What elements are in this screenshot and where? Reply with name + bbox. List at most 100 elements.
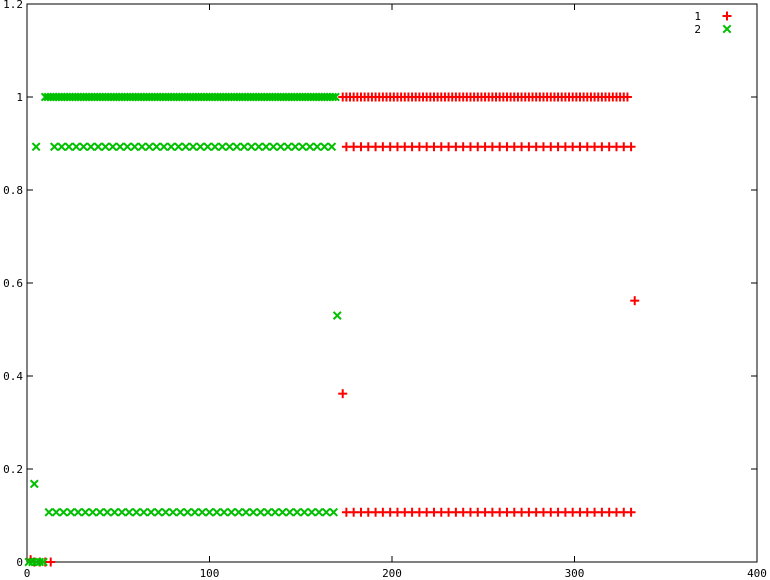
- y-tick-label: 0.6: [3, 277, 23, 290]
- data-point: [64, 142, 74, 152]
- data-point: [480, 507, 490, 517]
- data-point: [517, 507, 527, 517]
- data-point: [444, 507, 454, 517]
- data-point: [630, 296, 640, 306]
- data-point: [59, 507, 68, 517]
- data-point: [181, 142, 191, 152]
- x-tick-label: 100: [200, 567, 220, 580]
- data-point: [590, 142, 600, 152]
- data-point: [626, 507, 636, 517]
- data-point: [46, 557, 56, 567]
- data-point: [371, 507, 381, 517]
- data-point: [321, 507, 331, 517]
- data-point: [210, 142, 220, 152]
- data-point: [575, 507, 585, 517]
- data-point: [95, 507, 105, 517]
- data-point: [568, 142, 578, 152]
- data-point: [232, 142, 242, 152]
- data-point: [568, 507, 578, 517]
- data-point: [101, 142, 110, 152]
- data-point: [327, 142, 337, 152]
- data-point: [553, 507, 563, 517]
- data-point: [144, 142, 154, 152]
- data-point: [590, 507, 600, 517]
- data-point: [80, 507, 90, 517]
- data-point: [487, 507, 497, 517]
- data-point: [341, 507, 351, 517]
- plot-frame: [26, 3, 758, 563]
- data-point: [444, 142, 454, 152]
- data-point: [153, 507, 163, 517]
- data-point: [451, 507, 461, 517]
- data-point: [538, 142, 548, 152]
- data-point: [283, 142, 293, 152]
- data-point: [276, 142, 286, 152]
- data-point: [392, 507, 402, 517]
- data-point: [217, 142, 227, 152]
- data-point: [292, 507, 302, 517]
- data-point: [226, 507, 236, 517]
- data-point: [349, 507, 359, 517]
- data-point: [152, 142, 161, 152]
- data-point: [188, 142, 198, 152]
- data-point: [205, 507, 214, 517]
- legend-label: 2: [694, 23, 701, 36]
- data-point: [44, 507, 54, 517]
- data-point: [363, 142, 373, 152]
- data-point: [407, 507, 417, 517]
- data-point: [517, 142, 527, 152]
- data-point: [305, 142, 315, 152]
- series-1: [26, 92, 640, 567]
- data-point: [132, 507, 141, 517]
- data-point: [290, 142, 300, 152]
- y-tick-label: 0: [16, 556, 23, 569]
- data-point: [285, 507, 295, 517]
- data-point: [509, 142, 519, 152]
- data-point: [31, 142, 41, 152]
- legend-label: 1: [694, 10, 701, 23]
- data-point: [611, 142, 621, 152]
- data-point: [51, 507, 61, 517]
- data-point: [190, 507, 200, 517]
- data-point: [248, 507, 258, 517]
- y-tick-label: 0.8: [3, 184, 23, 197]
- data-point: [429, 507, 439, 517]
- data-point: [451, 142, 461, 152]
- data-point: [314, 507, 324, 517]
- data-point: [509, 507, 519, 517]
- data-point: [122, 142, 132, 152]
- data-point: [495, 142, 505, 152]
- data-point: [363, 507, 373, 517]
- data-point: [331, 92, 340, 102]
- data-point: [268, 142, 278, 152]
- data-point: [137, 142, 147, 152]
- data-point: [166, 142, 176, 152]
- data-point: [332, 311, 342, 320]
- data-point: [531, 507, 541, 517]
- data-point: [219, 507, 229, 517]
- data-point: [29, 479, 39, 489]
- data-point: [385, 507, 395, 517]
- y-tick-label: 1: [16, 91, 23, 104]
- legend: 12: [694, 10, 732, 36]
- data-point: [130, 142, 140, 152]
- data-point: [502, 507, 512, 517]
- data-point: [124, 507, 134, 517]
- data-point: [256, 507, 266, 517]
- data-point: [422, 142, 432, 152]
- data-point: [341, 142, 351, 152]
- data-point: [239, 142, 249, 152]
- data-point: [270, 507, 280, 517]
- data-point: [378, 507, 388, 517]
- data-point: [597, 507, 607, 517]
- data-point: [473, 142, 483, 152]
- data-point: [39, 557, 48, 567]
- data-point: [502, 142, 512, 152]
- data-point: [458, 507, 468, 517]
- data-point: [241, 507, 251, 517]
- data-point: [49, 142, 59, 152]
- data-point: [400, 142, 410, 152]
- data-point: [622, 92, 632, 102]
- data-point: [234, 507, 244, 517]
- data-point: [575, 142, 585, 152]
